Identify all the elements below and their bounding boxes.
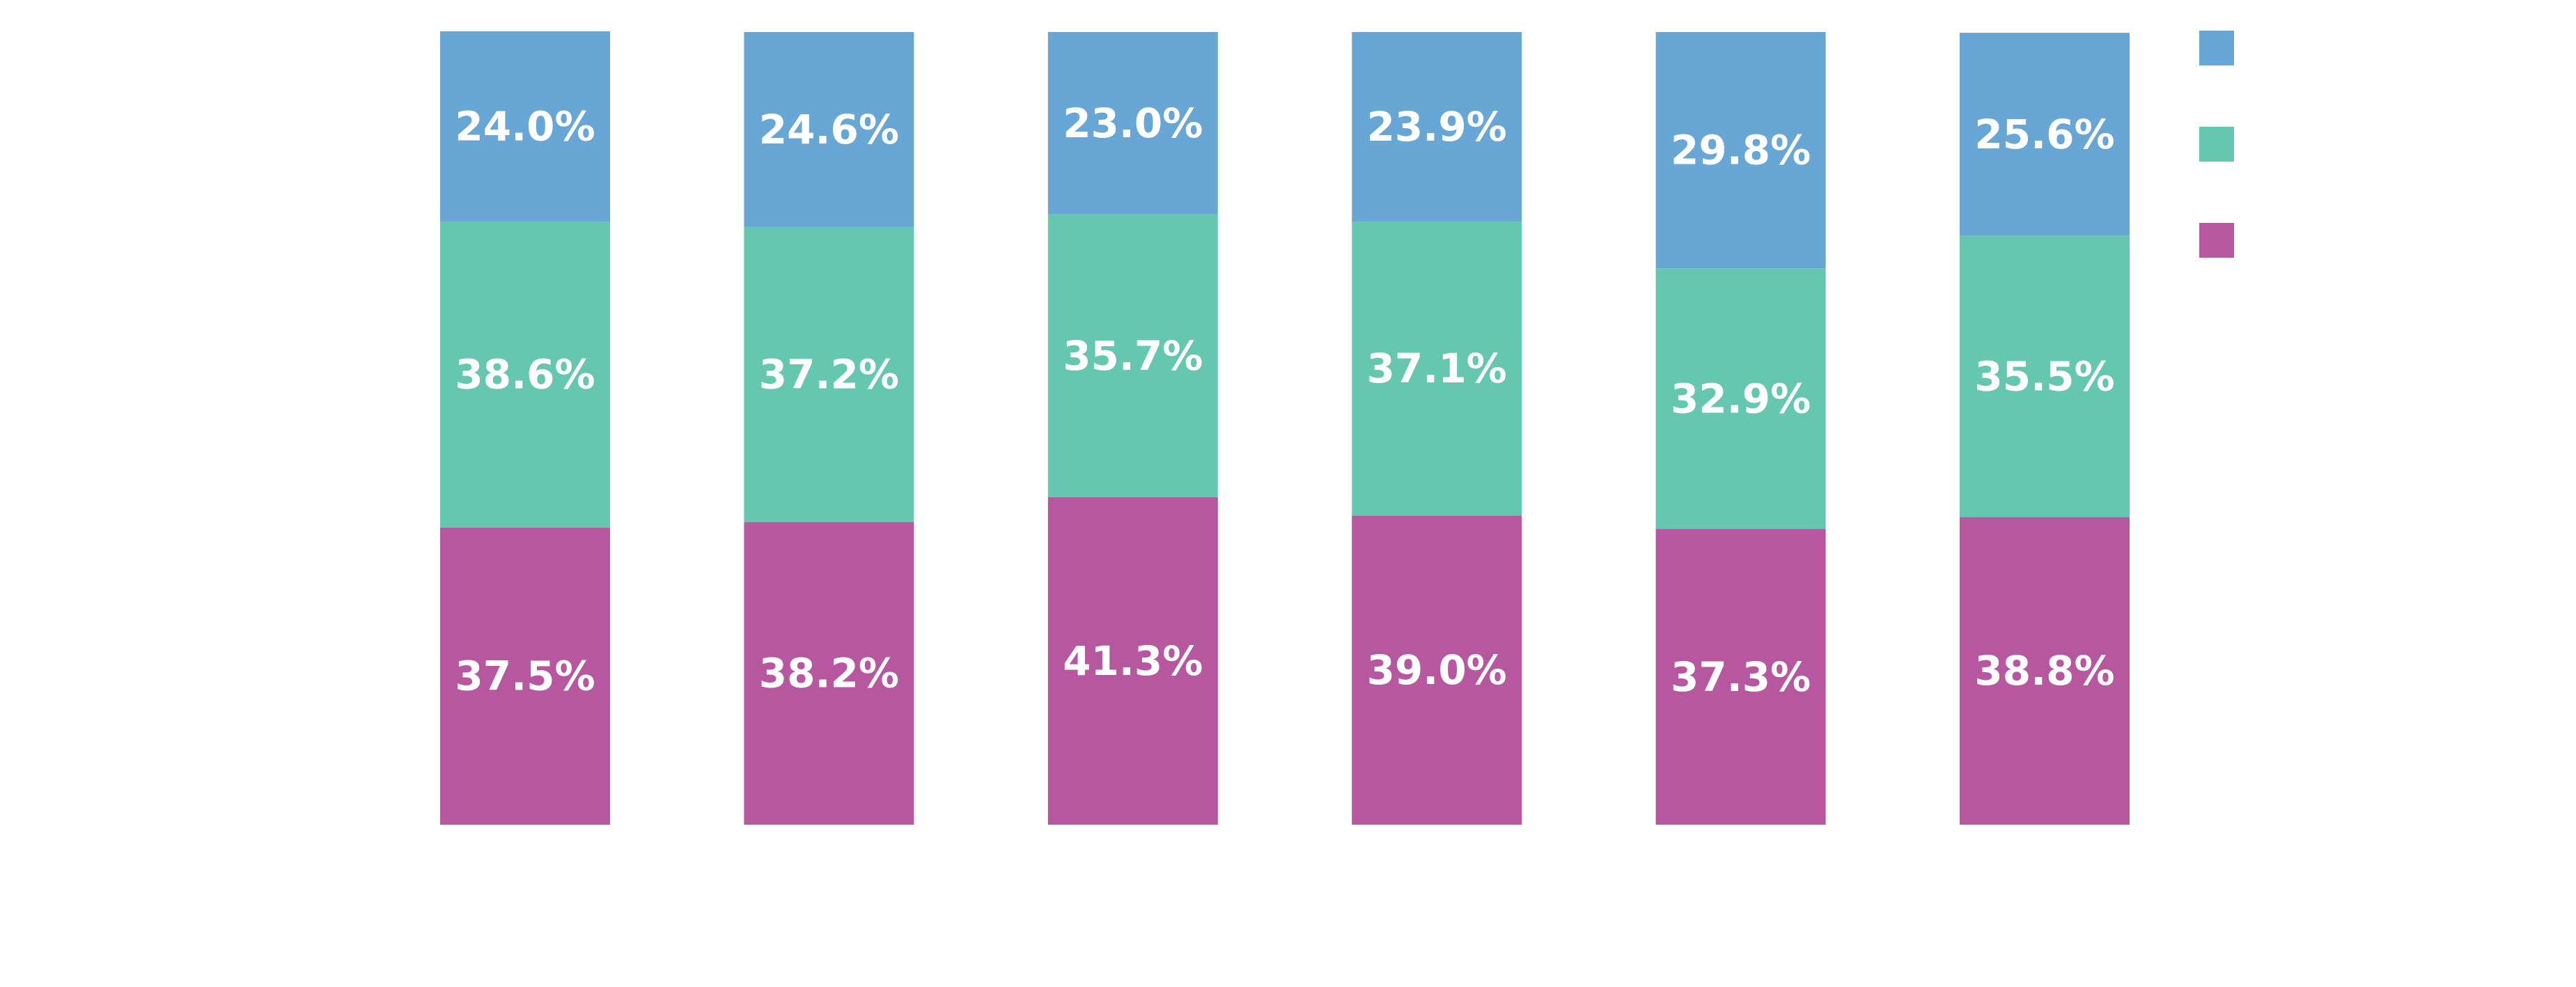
data-label: 38.8% bbox=[1974, 647, 2114, 694]
bar-segment bbox=[1960, 33, 2130, 236]
data-label: 41.3% bbox=[1063, 637, 1203, 685]
data-label: 39.0% bbox=[1367, 646, 1507, 694]
bar-segment bbox=[744, 32, 914, 227]
data-label: 24.6% bbox=[759, 106, 899, 153]
legend-swatch bbox=[2199, 223, 2234, 258]
bar-segment bbox=[1047, 497, 1218, 825]
bars-layer bbox=[440, 31, 2130, 825]
bar-segment bbox=[1655, 32, 1826, 269]
bar-segment bbox=[744, 226, 914, 522]
bar-segment bbox=[1352, 32, 1522, 222]
data-label: 32.9% bbox=[1671, 375, 1811, 422]
data-label: 25.6% bbox=[1974, 111, 2114, 158]
legend-swatch bbox=[2199, 31, 2234, 65]
data-label: 37.3% bbox=[1671, 653, 1811, 701]
data-label: 29.8% bbox=[1671, 127, 1811, 174]
data-labels-layer: 37.5% 38.6% 24.0% 38.2% 37.2% 24.6% 41.3% 35.7%… bbox=[455, 100, 2114, 701]
bar-segment bbox=[1352, 515, 1522, 825]
data-label: 23.0% bbox=[1063, 100, 1203, 147]
data-label: 37.2% bbox=[759, 351, 899, 398]
bar-segment bbox=[440, 527, 610, 825]
bar-segment bbox=[1960, 517, 2130, 825]
bar-segment bbox=[1960, 235, 2130, 518]
data-label: 37.1% bbox=[1367, 345, 1507, 392]
data-label: 35.5% bbox=[1974, 353, 2114, 401]
data-label: 38.2% bbox=[759, 650, 899, 697]
bar-segment bbox=[1047, 32, 1218, 215]
bar-segment bbox=[1047, 214, 1218, 497]
bar-segment bbox=[744, 522, 914, 825]
bar-segment bbox=[1655, 529, 1826, 825]
data-label: 35.7% bbox=[1063, 332, 1203, 380]
legend-swatch bbox=[2199, 127, 2234, 162]
bar-segment bbox=[1352, 222, 1522, 516]
data-label: 24.0% bbox=[455, 102, 595, 150]
bar-segment bbox=[1655, 268, 1826, 529]
legend bbox=[2199, 31, 2234, 258]
data-label: 37.5% bbox=[455, 653, 595, 700]
data-label: 38.6% bbox=[455, 351, 595, 398]
data-label: 23.9% bbox=[1367, 103, 1507, 150]
bar-segment bbox=[440, 31, 610, 222]
bar-segment bbox=[440, 222, 610, 528]
